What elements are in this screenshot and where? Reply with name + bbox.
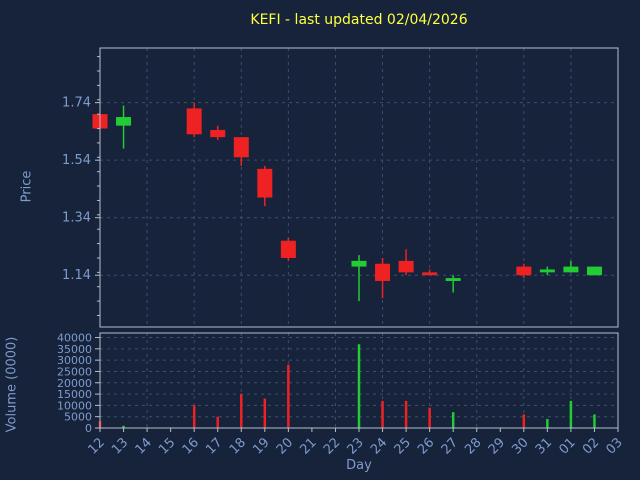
volume-axis-label: Volume (0000) (4, 336, 20, 433)
candle-body (516, 266, 532, 276)
day-tick-label: 03 (604, 435, 626, 457)
day-tick-label: 16 (180, 435, 202, 457)
day-tick-label: 28 (462, 435, 484, 457)
price-tick-label: 1.34 (62, 211, 91, 226)
price-panel-frame (99, 47, 619, 328)
day-tick-label: 26 (415, 435, 437, 457)
day-tick-label: 25 (392, 435, 414, 457)
day-tick-label: 13 (109, 435, 131, 457)
candle-body (351, 260, 367, 267)
day-tick-label: 01 (556, 435, 578, 457)
day-tick-label: 17 (203, 435, 225, 457)
candle-body (233, 137, 249, 158)
volume-tick-label: 20000 (57, 377, 92, 390)
day-tick-label: 15 (156, 435, 178, 457)
day-tick-label: 14 (133, 435, 155, 457)
price-tick-label: 1.14 (62, 268, 91, 283)
volume-tick-label: 10000 (57, 399, 92, 412)
day-tick-label: 19 (250, 435, 272, 457)
candle-body (280, 240, 296, 258)
candle-body (186, 108, 202, 135)
day-tick-label: 20 (274, 435, 296, 457)
day-tick-label: 29 (486, 435, 508, 457)
candle-body (210, 129, 226, 138)
day-axis-label: Day (346, 458, 372, 473)
candle-body (422, 272, 438, 276)
volume-tick-label: 5000 (64, 411, 92, 424)
chart-title: KEFI - last updated 02/04/2026 (250, 12, 468, 28)
volume-tick-label: 0 (85, 422, 92, 435)
day-tick-label: 31 (533, 435, 555, 457)
day-tick-label: 30 (509, 435, 531, 457)
candle-body (116, 117, 132, 126)
volume-tick-label: 40000 (57, 332, 92, 345)
day-tick-label: 21 (297, 435, 319, 457)
volume-tick-label: 15000 (57, 388, 92, 401)
volume-tick-label: 25000 (57, 365, 92, 378)
volume-tick-label: 35000 (57, 343, 92, 356)
day-tick-label: 22 (321, 435, 343, 457)
candle-body (257, 168, 273, 198)
price-tick-label: 1.74 (62, 96, 91, 111)
price-axis-label: Price (19, 170, 35, 203)
candle-body (563, 266, 579, 273)
candle-body (539, 269, 555, 273)
candle-body (445, 278, 461, 281)
day-tick-label: 24 (368, 435, 390, 457)
price-tick-label: 1.54 (62, 153, 91, 168)
candle-body (586, 266, 602, 276)
day-tick-label: 18 (227, 435, 249, 457)
volume-tick-label: 30000 (57, 354, 92, 367)
day-tick-label: 27 (439, 435, 461, 457)
candle-body (398, 260, 414, 273)
candle-body (375, 263, 391, 281)
day-tick-label: 02 (580, 435, 602, 457)
day-tick-label: 12 (86, 435, 108, 457)
day-tick-label: 23 (345, 435, 367, 457)
